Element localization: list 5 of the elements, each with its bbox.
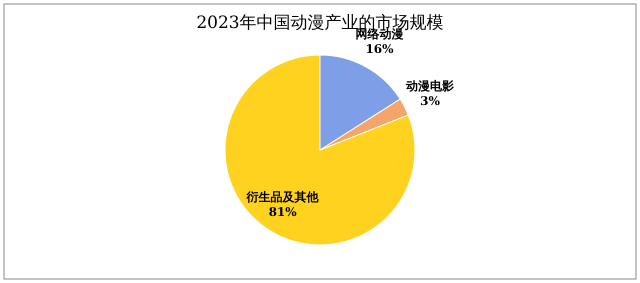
slice-label: 动漫电影 xyxy=(405,78,454,93)
data-label: 3% xyxy=(420,94,441,108)
data-label: 16% xyxy=(365,42,394,56)
data-label: 81% xyxy=(268,205,298,219)
slice-label: 衍生品及其他 xyxy=(246,190,320,204)
